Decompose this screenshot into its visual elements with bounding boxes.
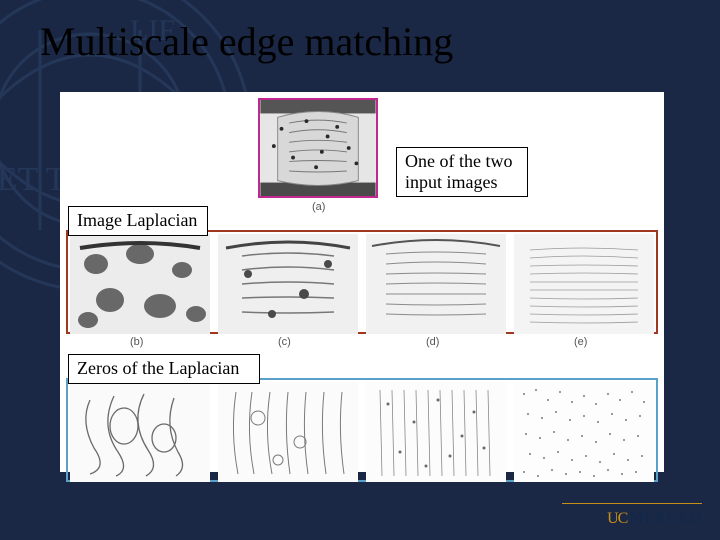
laplacian-tile-coarse [70,234,210,334]
logo-divider [562,503,702,504]
sublabel-a: (a) [312,201,325,213]
content-panel: (a) One of the two input images Image La… [60,92,664,472]
slide-title: Multiscale edge matching [40,18,453,65]
logo-prefix: UC [607,510,627,528]
laplacian-tile-3 [366,234,506,334]
callout-zeros-text: Zeros of the Laplacian [77,358,239,378]
callout-laplacian-text: Image Laplacian [77,210,197,230]
callout-laplacian: Image Laplacian [68,206,208,236]
sublabel-d: (d) [426,336,439,348]
input-image-frame [258,98,378,198]
callout-input-image: One of the two input images [396,147,528,197]
ucmerced-logo: UC MERCED [607,510,702,528]
laplacian-tile-2 [218,234,358,334]
zeros-tile-fine [514,382,654,482]
laplacian-row-frame [66,230,658,334]
input-image-thumbnail [260,100,376,196]
zeros-row-frame [66,378,658,482]
sublabel-b: (b) [130,336,143,348]
callout-zeros: Zeros of the Laplacian [68,354,260,384]
sublabel-c: (c) [278,336,291,348]
callout-input-image-text: One of the two input images [405,151,512,192]
zeros-tile-3 [366,382,506,482]
sublabel-e: (e) [574,336,587,348]
laplacian-tile-fine [514,234,654,334]
logo-name: MERCED [629,510,702,528]
zeros-tile-2 [218,382,358,482]
zeros-tile-coarse [70,382,210,482]
